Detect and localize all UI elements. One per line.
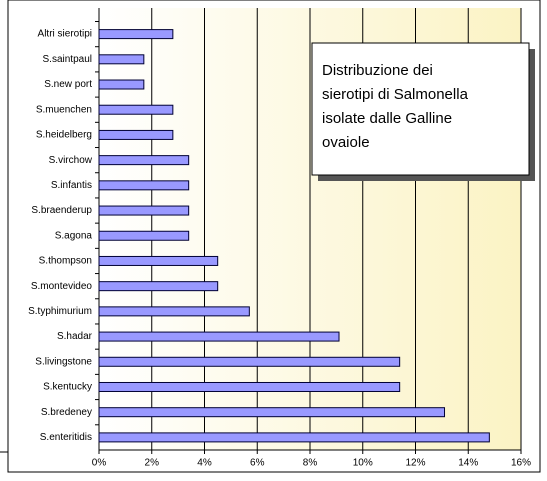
- bar: [98, 331, 340, 342]
- x-tick-label: 14%: [458, 458, 478, 469]
- labels: 0% 2% 4% 6% 8% 10% 12% 14% 16% Altri sierotipi S.s…: [28, 21, 531, 469]
- y-tick-label: S.livingstone: [35, 356, 92, 367]
- y-tick-label: S.typhimurium: [28, 306, 92, 317]
- x-tick-label: 6%: [250, 458, 265, 469]
- bar: [98, 255, 219, 266]
- x-tick-label: 16%: [511, 458, 531, 469]
- bar: [98, 281, 219, 292]
- y-tick-label: S.virchow: [49, 155, 93, 166]
- y-tick-label: S.hadar: [57, 331, 93, 342]
- y-tick-label: S.enteritidis: [40, 432, 92, 443]
- bar: [98, 129, 174, 140]
- bar: [98, 155, 190, 166]
- annotation-line: Distribuzione dei: [322, 62, 433, 79]
- bar: [98, 381, 401, 392]
- bar: [98, 29, 174, 40]
- annotation-line: ovaiole: [322, 134, 370, 151]
- y-tick-label: S.muenchen: [36, 104, 92, 115]
- y-tick-label: S.braenderup: [31, 205, 92, 216]
- x-tick-label: 0%: [92, 458, 107, 469]
- y-tick-label: S.kentucky: [43, 382, 92, 393]
- x-tick-label: 4%: [197, 458, 212, 469]
- y-tick-label: S.heidelberg: [36, 130, 92, 141]
- y-tick-label: Altri sierotipi: [38, 29, 92, 40]
- y-tick-label: S.infantis: [51, 180, 92, 191]
- annotation-line: isolate dalle Galline: [322, 110, 452, 127]
- y-tick-label: S.new port: [44, 79, 92, 90]
- bar: [98, 180, 190, 191]
- bars: [98, 29, 490, 443]
- x-tick-label: 8%: [303, 458, 318, 469]
- bar: [98, 356, 401, 367]
- bar: [98, 230, 190, 241]
- bar: [98, 306, 250, 317]
- bar: [98, 79, 145, 90]
- y-tick-label: S.montevideo: [31, 281, 93, 292]
- x-tick-label: 10%: [353, 458, 373, 469]
- x-tick-label: 2%: [145, 458, 160, 469]
- bar: [98, 407, 446, 418]
- y-tick-label: S.bredeney: [41, 407, 92, 418]
- bar: [98, 54, 145, 65]
- y-tick-label: S.agona: [55, 230, 93, 241]
- bar: [98, 205, 190, 216]
- bar: [98, 104, 174, 115]
- note-box: [311, 42, 530, 176]
- bar: [98, 432, 490, 443]
- y-tick-label: S.saintpaul: [43, 54, 92, 65]
- y-tick-label: S.thompson: [39, 256, 92, 267]
- note: Distribuzione dei sierotipi di Salmonella…: [322, 62, 469, 151]
- x-tick-label: 12%: [405, 458, 425, 469]
- annotation-line: sierotipi di Salmonella: [322, 86, 469, 103]
